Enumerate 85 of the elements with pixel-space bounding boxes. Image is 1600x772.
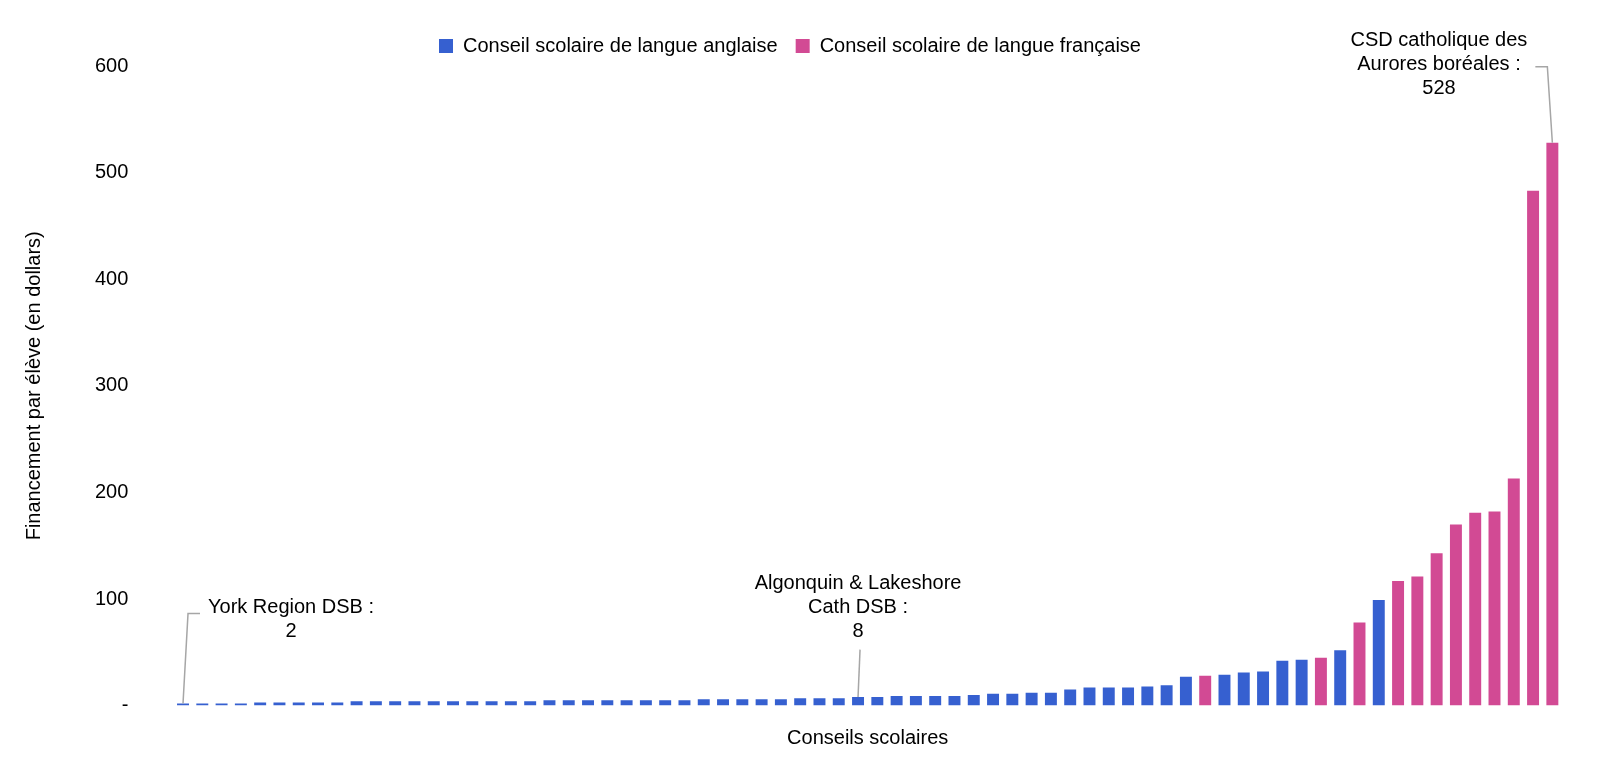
bar [697,699,710,706]
bar [254,702,267,706]
bar [620,700,633,706]
bar [852,697,865,706]
legend-label: Conseil scolaire de langue française [819,33,1141,56]
bar [1083,687,1096,706]
bar [1334,650,1347,706]
bar [890,696,903,706]
bar [948,696,961,706]
bar [1295,659,1308,706]
bar [639,700,652,706]
bar [1237,672,1250,706]
bar [832,698,845,706]
bar [736,699,749,706]
bar [369,701,382,706]
bar [196,703,209,706]
bar [909,696,922,706]
bar [1372,600,1385,706]
bar [1199,675,1212,706]
y-tick-label: 600 [94,53,129,76]
bar [1546,142,1559,706]
bar [543,700,556,706]
bar [447,701,459,706]
bar [485,701,498,706]
bar [215,703,228,706]
bar [813,698,826,706]
bar [408,701,421,706]
bar [987,693,1000,706]
bar [678,700,691,706]
bar [1025,692,1038,706]
bar [1160,685,1173,706]
bar [331,702,344,706]
bar [504,701,517,706]
bar [1430,553,1443,706]
bar [1449,524,1462,706]
legend-label: Conseil scolaire de langue anglaise [463,33,778,56]
y-axis-title: Financement par élève (en dollars) [21,231,44,541]
bar [1064,689,1077,706]
bar [292,702,305,706]
bar [1488,511,1501,706]
bar [177,703,189,706]
bar [871,697,884,706]
bar [1122,687,1135,706]
bar [774,699,787,706]
annotation: CSD catholique des Aurores boréales : 528 [1350,28,1528,99]
bar [582,700,595,706]
bar [1276,660,1289,706]
bar [1411,576,1424,706]
bar [1527,190,1540,706]
bar [659,700,672,706]
bar [562,700,575,706]
y-tick-label: - [121,693,129,716]
bar [717,699,730,706]
x-axis-title: Conseils scolaires [787,725,949,748]
bar [1257,671,1270,706]
bar [1179,676,1192,706]
bar [1469,512,1482,706]
bar [273,702,286,706]
bar [1392,580,1405,706]
y-tick-label: 200 [94,479,129,502]
bar [1006,693,1019,706]
bar [755,699,768,706]
bar [1314,657,1327,706]
bar [312,702,324,706]
bar [794,698,807,706]
bar [524,701,537,706]
bar [466,701,479,706]
bar [350,701,363,706]
annotation: Algonquin & Lakeshore Cath DSB : 8 [754,571,962,642]
y-tick-label: 500 [94,160,129,183]
bar [427,701,440,706]
bar [1507,478,1520,706]
bar [967,694,980,706]
bar [234,703,247,706]
y-tick-label: 300 [94,373,129,396]
bar [601,700,614,706]
bar [929,696,942,706]
bar [389,701,402,706]
bar [1353,622,1366,706]
bar [1044,692,1057,706]
bar [1102,687,1115,706]
bar [1141,686,1154,706]
y-tick-label: 100 [94,586,129,609]
y-tick-label: 400 [94,266,129,289]
annotation: York Region DSB : 2 [208,595,375,642]
